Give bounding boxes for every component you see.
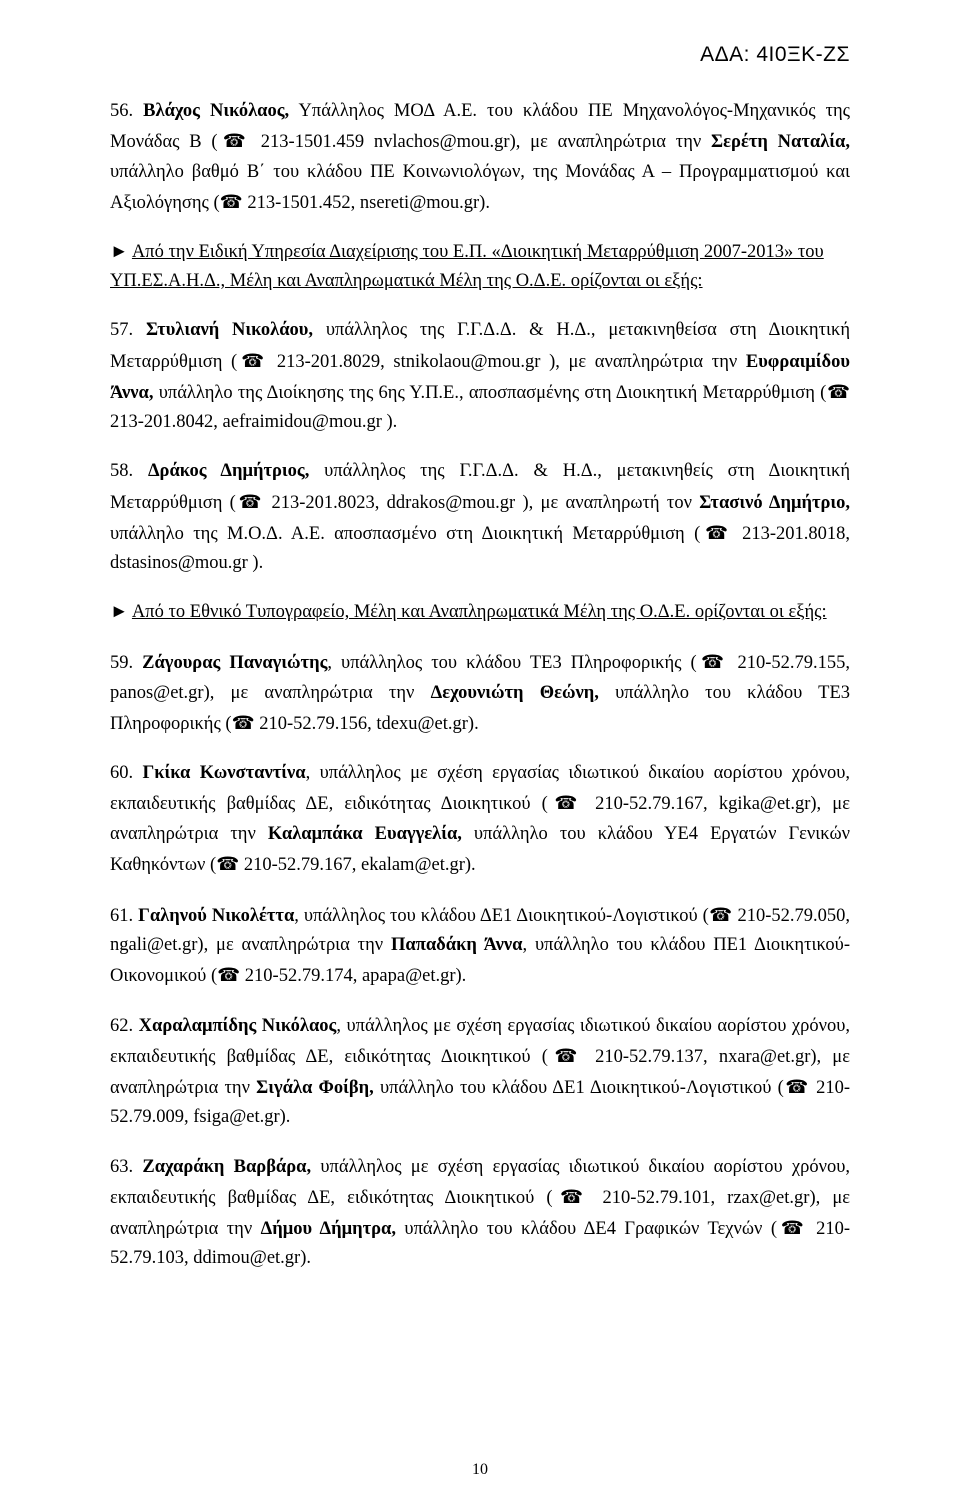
- item-prefix: 63.: [110, 1157, 142, 1177]
- phone-icon: ☎: [777, 1217, 808, 1238]
- item-prefix: 59.: [110, 653, 142, 673]
- person-name: Σιγάλα Φοίβη,: [256, 1078, 374, 1098]
- text: , υπάλληλος του κλάδου ΔΕ1 Διοικητικού-Λ…: [294, 906, 709, 926]
- text: 210-52.79.174, apapa@et.gr).: [240, 966, 466, 986]
- phone-icon: ☎: [784, 1076, 810, 1097]
- person-name: Στυλιανή Νικολάου,: [146, 320, 313, 340]
- person-name: Δήμου Δήμητρα,: [261, 1219, 396, 1239]
- phone-icon: ☎: [826, 381, 850, 402]
- person-name: Βλάχος Νικόλαος,: [143, 101, 289, 121]
- phone-icon: ☎: [232, 712, 255, 733]
- person-name: Δράκος Δημήτριος,: [148, 461, 309, 481]
- paragraph-62: 62. Χαραλαμπίδης Νικόλαος, υπάλληλος με …: [110, 1012, 850, 1133]
- phone-icon: ☎: [217, 964, 240, 985]
- phone-icon: ☎: [220, 191, 243, 212]
- paragraph-59: 59. Ζάγουρας Παναγιώτης, υπάλληλος του κ…: [110, 647, 850, 739]
- paragraph-63: 63. Ζαχαράκη Βαρβάρα, υπάλληλος με σχέση…: [110, 1153, 850, 1274]
- phone-icon: ☎: [218, 130, 251, 151]
- arrow-icon: ►: [110, 242, 132, 262]
- text: 213-1501.452, nsereti@mou.gr).: [243, 193, 490, 213]
- item-prefix: 58.: [110, 461, 148, 481]
- text: 213-1501.459 nvlachos@mou.gr), με αναπλη…: [251, 132, 711, 152]
- phone-icon: ☎: [552, 1186, 590, 1207]
- text: 213-201.8023, ddrakos@mou.gr ), με αναπλ…: [264, 493, 699, 513]
- text: 213-201.8042, aefraimidou@mou.gr ).: [110, 412, 397, 432]
- phone-icon: ☎: [216, 853, 239, 874]
- arrow-icon: ►: [110, 602, 132, 622]
- paragraph-61: 61. Γαληνού Νικολέττα, υπάλληλος του κλά…: [110, 900, 850, 992]
- person-name: Στασινό Δημήτριο,: [699, 493, 850, 513]
- item-prefix: 61.: [110, 906, 138, 926]
- section-heading: ► Από το Εθνικό Τυπογραφείο, Μέλη και Αν…: [110, 598, 850, 627]
- text: υπάλληλο του κλάδου ΔΕ4 Γραφικών Τεχνών …: [396, 1219, 777, 1239]
- text: 213-201.8029, stnikolaou@mou.gr ), με αν…: [268, 352, 746, 372]
- person-name: Γκίκα Κωνσταντίνα: [143, 763, 306, 783]
- paragraph-58: 58. Δράκος Δημήτριος, υπάλληλος της Γ.Γ.…: [110, 457, 850, 578]
- phone-icon: ☎: [697, 651, 729, 672]
- section-title: Από το Εθνικό Τυπογραφείο, Μέλη και Αναπ…: [132, 602, 827, 622]
- item-prefix: 56.: [110, 101, 143, 121]
- person-name: Δεχουνιώτη Θεώνη,: [431, 683, 599, 703]
- phone-icon: ☎: [237, 350, 268, 371]
- section-title: Από την Ειδική Υπηρεσία Διαχείρισης του …: [110, 242, 824, 291]
- person-name: Καλαμπάκα Ευαγγελία,: [268, 824, 462, 844]
- page-number: 10: [0, 1457, 960, 1482]
- text: 210-52.79.156, tdexu@et.gr).: [255, 714, 479, 734]
- phone-icon: ☎: [709, 904, 733, 925]
- person-name: Γαληνού Νικολέττα: [138, 906, 294, 926]
- phone-icon: ☎: [548, 1045, 584, 1066]
- person-name: Ζαχαράκη Βαρβάρα,: [142, 1157, 311, 1177]
- phone-icon: ☎: [548, 792, 584, 813]
- person-name: Σερέτη Ναταλία,: [711, 132, 850, 152]
- person-name: Ζάγουρας Παναγιώτης: [142, 653, 327, 673]
- document-page: ΑΔΑ: 4Ι0ΞΚ-ΖΣ 56. Βλάχος Νικόλαος, Υπάλλ…: [0, 0, 960, 1506]
- text: υπάλληλο της Διοίκησης της 6ης Υ.Π.Ε., α…: [153, 383, 826, 403]
- item-prefix: 62.: [110, 1016, 139, 1036]
- text: , υπάλληλος του κλάδου ΤΕ3 Πληροφορικής …: [327, 653, 696, 673]
- item-prefix: 57.: [110, 320, 146, 340]
- person-name: Χαραλαμπίδης Νικόλαος: [139, 1016, 337, 1036]
- text: υπάλληλο του κλάδου ΔΕ1 Διοικητικού-Λογι…: [374, 1078, 784, 1098]
- header-code: ΑΔΑ: 4Ι0ΞΚ-ΖΣ: [110, 38, 850, 71]
- item-prefix: 60.: [110, 763, 143, 783]
- text: 210-52.79.167, ekalam@et.gr).: [239, 855, 475, 875]
- phone-icon: ☎: [236, 491, 264, 512]
- section-heading: ► Από την Ειδική Υπηρεσία Διαχείρισης το…: [110, 238, 850, 296]
- paragraph-60: 60. Γκίκα Κωνσταντίνα, υπάλληλος με σχέσ…: [110, 759, 850, 880]
- phone-icon: ☎: [700, 522, 733, 543]
- paragraph-56: 56. Βλάχος Νικόλαος, Υπάλληλος ΜΟΔ Α.Ε. …: [110, 97, 850, 218]
- paragraph-57: 57. Στυλιανή Νικολάου, υπάλληλος της Γ.Γ…: [110, 316, 850, 437]
- person-name: Παπαδάκη Άννα: [391, 935, 523, 955]
- text: υπάλληλο της Μ.Ο.Δ. Α.Ε. αποσπασμένο στη…: [110, 524, 700, 544]
